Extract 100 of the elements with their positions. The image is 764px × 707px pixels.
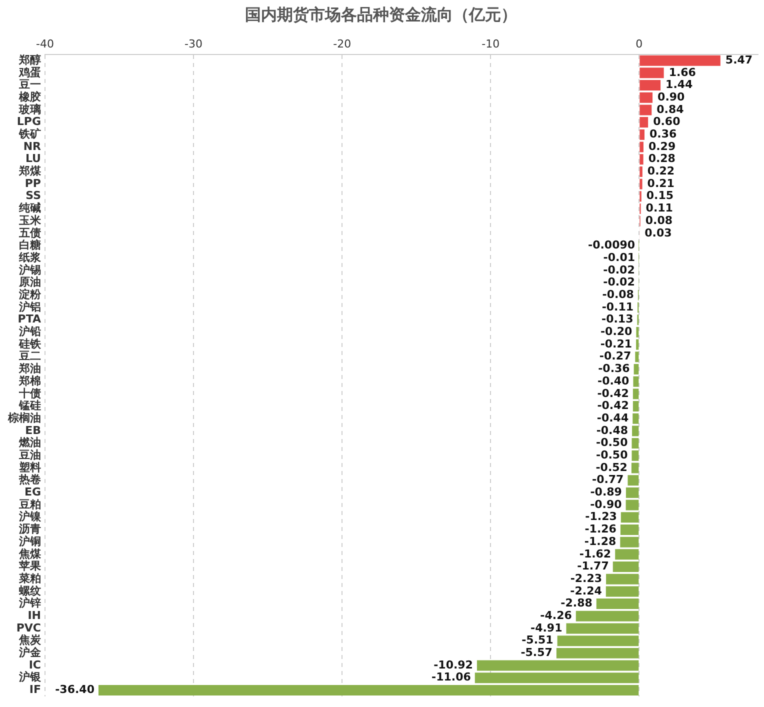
y-tick-label: 原油 xyxy=(18,276,41,289)
y-tick-label: IF xyxy=(29,683,41,696)
y-tick-label: 热卷 xyxy=(18,473,41,486)
y-tick-label: 豆油 xyxy=(18,448,41,462)
y-tick-label: 塑料 xyxy=(18,460,41,474)
y-tick-label: SS xyxy=(26,189,42,202)
data-label: -5.51 xyxy=(522,634,554,647)
data-label: -0.44 xyxy=(596,411,629,424)
bar xyxy=(98,684,639,696)
data-label: 0.90 xyxy=(658,90,686,104)
data-label: 0.84 xyxy=(656,102,684,116)
data-label: -1.26 xyxy=(584,522,617,536)
bar xyxy=(640,166,642,177)
data-label: -2.88 xyxy=(560,596,592,610)
y-tick-label: 淀粉 xyxy=(18,288,42,302)
data-label: 0.03 xyxy=(644,226,672,240)
data-label: -2.24 xyxy=(570,584,602,598)
y-tick-label: 棕榈油 xyxy=(7,411,41,424)
y-tick-label: 沪铝 xyxy=(18,300,41,314)
data-label: 0.08 xyxy=(645,214,672,227)
x-tick-label: -30 xyxy=(184,38,203,51)
data-label: -0.52 xyxy=(596,460,628,474)
bar xyxy=(636,326,639,338)
y-tick-label: 沪金 xyxy=(18,646,42,660)
data-label: -0.27 xyxy=(599,350,632,363)
data-label: -0.90 xyxy=(590,498,622,511)
data-label: -4.91 xyxy=(530,621,562,634)
y-tick-label: 郑油 xyxy=(18,362,41,376)
y-tick-label: 郑煤 xyxy=(18,164,42,178)
y-tick-label: 沪锌 xyxy=(18,596,41,610)
data-label: -0.40 xyxy=(598,374,630,388)
data-label: -0.89 xyxy=(590,486,622,499)
data-label: -0.48 xyxy=(596,424,628,437)
data-label: -0.36 xyxy=(598,362,630,376)
bar xyxy=(612,562,639,572)
y-tick-label: 菜粕 xyxy=(18,572,41,585)
x-tick-label: -40 xyxy=(36,38,54,51)
y-tick-label: PTA xyxy=(18,312,42,326)
data-label: -2.23 xyxy=(570,572,602,585)
y-tick-label: 沥青 xyxy=(18,522,41,536)
chart-title: 国内期货市场各品种资金流向（亿元） xyxy=(245,4,517,24)
data-label: 0.22 xyxy=(647,164,675,178)
bar xyxy=(634,364,639,374)
y-tick-label: 沪银 xyxy=(18,670,42,684)
data-label: -0.21 xyxy=(600,337,632,350)
data-label: -10.92 xyxy=(434,658,473,672)
data-label: -4.26 xyxy=(540,609,572,622)
y-tick-label: 豆二 xyxy=(18,350,41,363)
y-tick-label: 硅铁 xyxy=(18,337,42,350)
bar xyxy=(640,154,644,165)
data-label: -5.57 xyxy=(520,646,552,660)
y-tick-label: PVC xyxy=(16,621,41,634)
bar xyxy=(626,487,639,498)
y-tick-label: 橡胶 xyxy=(18,90,41,104)
y-tick-label: 玉米 xyxy=(18,214,42,227)
y-tick-label: 纸浆 xyxy=(18,250,41,264)
y-tick-label: NR xyxy=(23,140,42,153)
y-tick-label: 玻璃 xyxy=(18,102,41,116)
data-label: -0.01 xyxy=(603,250,636,264)
bar xyxy=(640,117,648,128)
data-label: -0.08 xyxy=(602,288,634,302)
x-tick-label: -10 xyxy=(482,38,500,51)
y-tick-label: 郑醇 xyxy=(18,53,41,66)
x-tick-label: 0 xyxy=(636,38,643,51)
data-label: 0.11 xyxy=(646,202,673,215)
bar xyxy=(640,80,661,91)
data-label: 0.21 xyxy=(647,176,674,190)
y-tick-label: 沪锡 xyxy=(18,263,41,276)
y-tick-label: 五债 xyxy=(18,226,41,240)
data-label: -0.02 xyxy=(603,263,635,276)
y-tick-label: 十债 xyxy=(18,386,41,400)
data-label: -11.06 xyxy=(432,670,472,684)
data-label: 0.36 xyxy=(650,128,677,141)
y-tick-label: LU xyxy=(25,152,41,166)
data-label: 1.44 xyxy=(666,78,694,92)
data-label: 0.60 xyxy=(653,115,681,128)
data-label: -0.02 xyxy=(603,276,635,289)
y-tick-label: EG xyxy=(24,486,41,499)
data-label: -1.28 xyxy=(584,534,616,548)
y-tick-label: IH xyxy=(28,609,41,622)
y-tick-label: 苹果 xyxy=(18,560,42,573)
bar xyxy=(632,401,639,412)
y-tick-label: 沪铜 xyxy=(18,534,41,548)
data-label: -0.77 xyxy=(592,473,624,486)
data-label: -0.42 xyxy=(597,386,629,400)
data-label: 0.15 xyxy=(646,189,674,202)
y-tick-label: 锰硅 xyxy=(18,399,41,412)
bar xyxy=(628,475,639,486)
y-tick-label: 焦煤 xyxy=(18,547,42,560)
data-label: 1.66 xyxy=(668,66,696,79)
data-label: -1.62 xyxy=(579,547,612,560)
x-tick-label: -20 xyxy=(333,38,352,51)
data-label: -0.13 xyxy=(602,312,634,326)
bar xyxy=(557,636,639,646)
y-tick-label: 鸡蛋 xyxy=(18,66,41,79)
data-label: 0.29 xyxy=(648,140,676,153)
y-tick-label: LPG xyxy=(16,115,41,128)
y-tick-label: 沪铅 xyxy=(18,325,41,338)
data-label: -0.11 xyxy=(602,300,634,314)
data-label: -1.77 xyxy=(577,560,609,573)
